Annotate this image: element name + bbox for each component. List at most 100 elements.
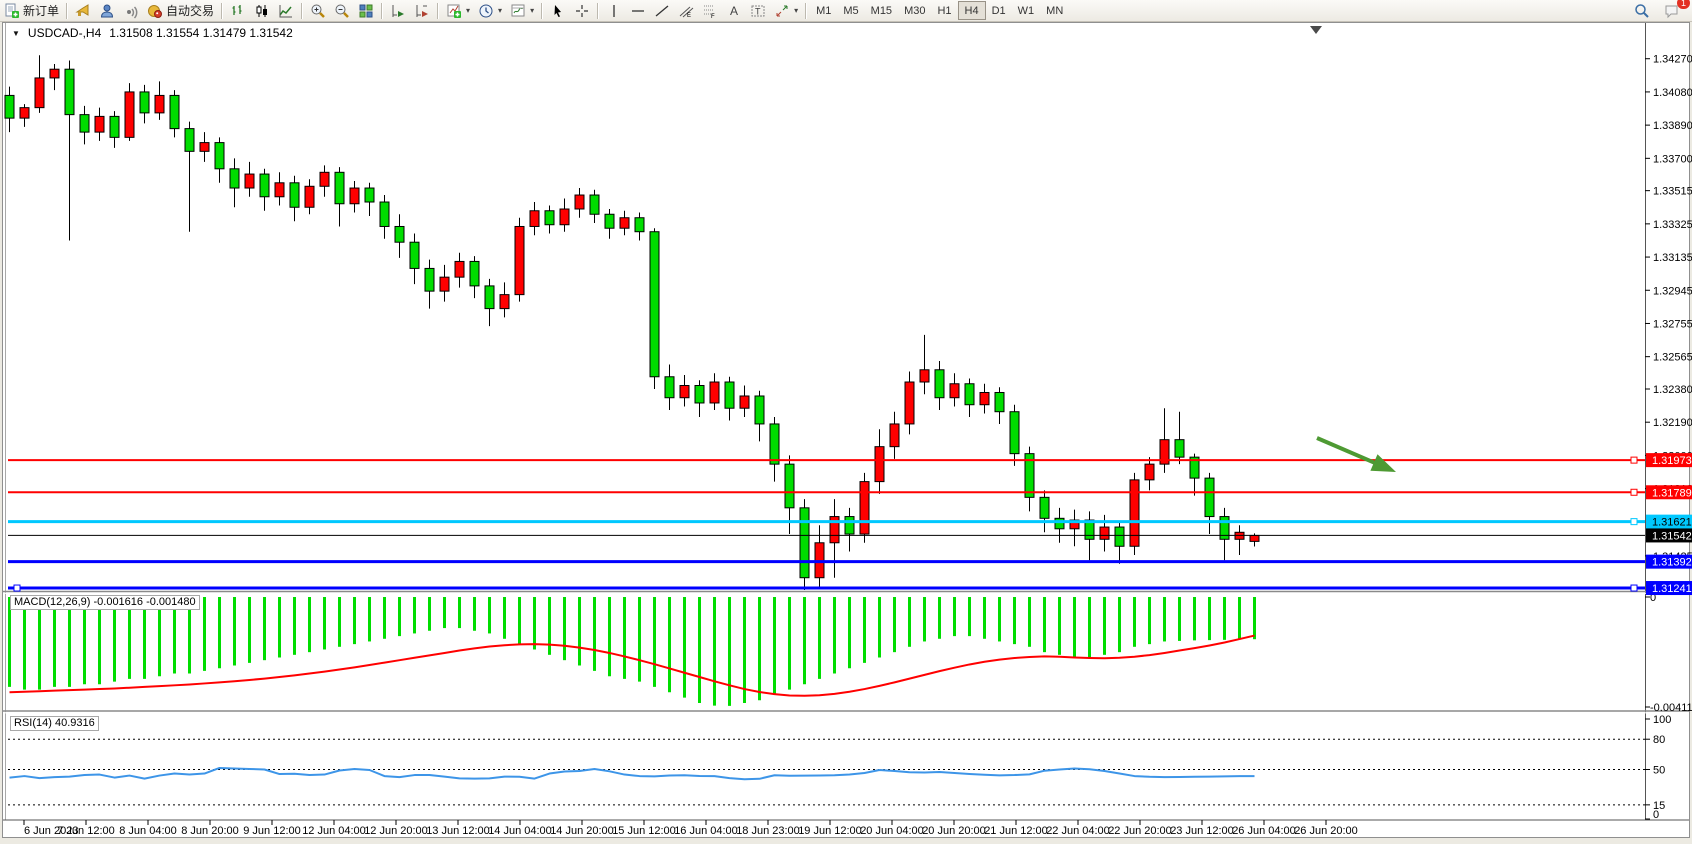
toolbar-separator — [597, 2, 600, 19]
price-line-label: 1.31542 — [1652, 530, 1692, 542]
chart-shift-marker[interactable] — [1310, 26, 1322, 34]
text-button[interactable]: A — [722, 0, 746, 21]
candle — [874, 446, 885, 483]
community-button[interactable] — [95, 0, 119, 21]
toolbar-right-group: 1 — [1630, 0, 1690, 21]
candle — [394, 225, 405, 243]
price-tick-label: 1.32945 — [1653, 285, 1692, 297]
zoom-in-button[interactable] — [306, 0, 330, 21]
zoom-out-button[interactable] — [330, 0, 354, 21]
tile-windows-button[interactable] — [354, 0, 378, 21]
line-handle[interactable] — [1630, 584, 1638, 592]
timeframe-h1-button[interactable]: H1 — [937, 4, 952, 17]
rsi-label: RSI(14) 40.9316 — [10, 716, 99, 731]
line-chart-button[interactable] — [274, 0, 298, 21]
timeframe-m1-button[interactable]: M1 — [816, 4, 832, 17]
chevron-down-icon[interactable]: ▾ — [466, 6, 471, 15]
time-tick-label: 20 Jun 04:00 — [860, 825, 924, 837]
candlestick-chart-button[interactable] — [250, 0, 274, 21]
line-handle[interactable] — [1630, 518, 1638, 526]
candle — [124, 91, 135, 138]
trendline-button[interactable] — [650, 0, 674, 21]
cursor-button[interactable] — [546, 0, 570, 21]
price-tick-label: 1.32565 — [1653, 352, 1692, 364]
trend-arrow[interactable] — [1316, 436, 1396, 472]
price-tick-label: 1.32755 — [1653, 318, 1692, 330]
new-order-button[interactable]: 新订单 — [0, 0, 63, 21]
text-label-button[interactable]: T — [746, 0, 770, 21]
line-handle[interactable] — [13, 584, 21, 592]
price-line-label: 1.31973 — [1652, 455, 1692, 467]
candle — [184, 128, 195, 152]
time-tick-label: 13 Jun 12:00 — [426, 825, 490, 837]
fibonacci-button[interactable]: F — [698, 0, 722, 21]
time-tick-label: 6 Jun 2023 — [24, 825, 78, 837]
candle — [1174, 439, 1185, 458]
candle — [709, 381, 720, 404]
timeframe-w1-button[interactable]: W1 — [1017, 4, 1035, 17]
candle — [1159, 439, 1170, 465]
vertical-line-button[interactable] — [602, 0, 626, 21]
alerts-button[interactable] — [71, 0, 95, 21]
candle — [199, 142, 210, 152]
chevron-down-icon[interactable]: ▾ — [530, 6, 535, 15]
time-tick-label: 22 Jun 20:00 — [1108, 825, 1172, 837]
main-toolbar: 新订单 自动交易 ▾ ▾ ▾ E F A T ▾ M1 M5 M15 M30 H1 H4 D1 W1 MN 1 — [0, 0, 1692, 22]
candle — [514, 225, 525, 296]
candle — [409, 241, 420, 269]
chat-icon — [1664, 3, 1680, 19]
toolbar-separator — [301, 2, 304, 19]
toolbar-separator — [66, 2, 69, 19]
auto-trading-button[interactable]: 自动交易 — [143, 0, 218, 21]
time-tick-label: 14 Jun 20:00 — [550, 825, 614, 837]
auto-trading-button-label: 自动交易 — [166, 4, 215, 18]
periods-button[interactable]: ▾ — [474, 0, 506, 21]
chevron-down-icon[interactable]: ▾ — [498, 6, 503, 15]
time-tick-label: 16 Jun 04:00 — [674, 825, 738, 837]
templates-button[interactable]: ▾ — [506, 0, 538, 21]
channel-button[interactable]: E — [674, 0, 698, 21]
cascade-button[interactable] — [410, 0, 434, 21]
macd-axis-max: 0 — [1650, 592, 1656, 604]
collapse-icon[interactable]: ▼ — [12, 28, 20, 38]
candle — [64, 68, 75, 116]
chevron-down-icon[interactable]: ▾ — [794, 6, 799, 15]
macd-label: MACD(12,26,9) -0.001616 -0.001480 — [10, 595, 200, 610]
tile-windows-icon — [358, 3, 374, 19]
chart-window — [2, 22, 1690, 838]
horizontal-line-button[interactable] — [626, 0, 650, 21]
timeframe-mn-button[interactable]: MN — [1046, 4, 1064, 17]
notification-badge: 1 — [1676, 0, 1690, 9]
timeframe-h4-button[interactable]: H4 — [957, 1, 986, 20]
line-handle[interactable] — [1630, 488, 1638, 496]
line-handle[interactable] — [1630, 456, 1638, 464]
time-tick-label: 15 Jun 12:00 — [612, 825, 676, 837]
rsi-value: 40.9316 — [54, 717, 95, 729]
timeframe-m5-button[interactable]: M5 — [843, 4, 859, 17]
rsi-level-label: 50 — [1653, 765, 1665, 777]
toolbar-separator — [381, 2, 384, 19]
time-tick-label: 21 Jun 12:00 — [984, 825, 1048, 837]
notifications-button[interactable]: 1 — [1660, 0, 1690, 21]
candle — [49, 68, 60, 79]
bar-chart-button[interactable] — [226, 0, 250, 21]
timeframe-m15-button[interactable]: M15 — [870, 4, 893, 17]
arrows-button[interactable]: ▾ — [770, 0, 802, 21]
signals-button[interactable] — [119, 0, 143, 21]
rsi-level-label: 100 — [1653, 714, 1671, 726]
candle — [244, 173, 255, 189]
price-tick-label: 1.33135 — [1653, 252, 1692, 264]
indicators-button[interactable]: ▾ — [442, 0, 474, 21]
price-axis[interactable]: 1.34270 1.34080 1.33890 1.33700 1.33515 1.333… — [1645, 54, 1692, 563]
auto-arrange-button[interactable] — [386, 0, 410, 21]
template-icon — [510, 3, 526, 19]
timeframe-m30-button[interactable]: M30 — [904, 4, 926, 17]
crosshair-button[interactable] — [570, 0, 594, 21]
timeframe-d1-button[interactable]: D1 — [991, 4, 1006, 17]
rsi-level-label: 15 — [1653, 800, 1665, 812]
rsi-indicator: 100 80 50 150 — [8, 714, 1671, 821]
search-button[interactable] — [1630, 0, 1654, 21]
